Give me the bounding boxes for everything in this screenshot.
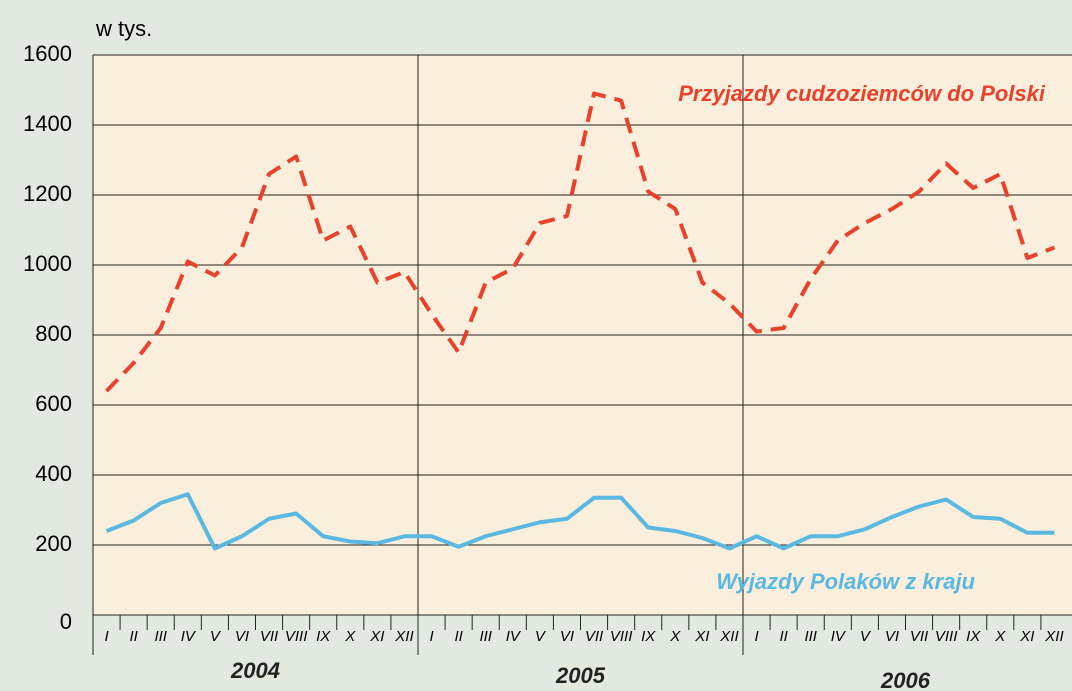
year-label: 2006: [880, 668, 931, 691]
y-tick-label: 600: [35, 391, 72, 416]
x-tick-label: VIII: [935, 628, 958, 645]
y-tick-label: 200: [35, 531, 72, 556]
x-tick-label: IV: [181, 628, 197, 645]
y-tick-label: 800: [35, 321, 72, 346]
x-tick-label: VII: [910, 628, 928, 645]
y-tick-label: 1200: [23, 181, 72, 206]
x-tick-label: IV: [506, 628, 522, 645]
x-tick-label: I: [104, 628, 108, 645]
series-line: [105, 492, 1055, 551]
x-tick-label: III: [479, 628, 492, 645]
y-tick-label: 1000: [23, 251, 72, 276]
x-tick-label: III: [804, 628, 817, 645]
x-tick-label: XI: [694, 628, 709, 645]
series-label: Wyjazdy Polaków z kraju: [716, 569, 975, 594]
x-tick-label: XII: [719, 628, 738, 645]
x-tick-label: X: [994, 628, 1006, 645]
x-tick-label: XII: [394, 628, 413, 645]
x-tick-label: V: [535, 628, 547, 645]
x-tick-label: IX: [966, 628, 981, 645]
x-tick-label: VI: [885, 628, 899, 645]
x-tick-label: VI: [235, 628, 249, 645]
x-tick-label: II: [454, 628, 462, 645]
x-tick-label: VII: [260, 628, 278, 645]
x-tick-label: VIII: [285, 628, 308, 645]
x-tick-label: VII: [585, 628, 603, 645]
x-tick-label: X: [669, 628, 681, 645]
x-tick-label: I: [429, 628, 433, 645]
y-tick-label: 1600: [23, 41, 72, 66]
series-label: Przyjazdy cudzoziemców do Polski: [678, 81, 1046, 106]
x-tick-label: V: [860, 628, 872, 645]
x-tick-label: VIII: [610, 628, 633, 645]
x-tick-label: II: [129, 628, 137, 645]
series-line: [105, 91, 1056, 393]
y-tick-label: 400: [35, 461, 72, 486]
x-tick-label: II: [779, 628, 787, 645]
x-tick-label: XI: [369, 628, 384, 645]
x-tick-label: V: [210, 628, 222, 645]
x-tick-label: IX: [316, 628, 331, 645]
x-tick-label: XI: [1019, 628, 1034, 645]
x-tick-label: I: [754, 628, 758, 645]
x-tick-label: X: [344, 628, 356, 645]
x-tick-label: XII: [1044, 628, 1063, 645]
year-label: 2005: [555, 663, 606, 688]
y-tick-label: 1400: [23, 111, 72, 136]
y-axis-label: w tys.: [95, 16, 152, 41]
x-tick-label: III: [154, 628, 167, 645]
y-tick-label: 0: [60, 609, 72, 634]
x-tick-label: IV: [831, 628, 847, 645]
x-tick-label: IX: [641, 628, 656, 645]
year-label: 2004: [230, 658, 280, 683]
x-tick-label: VI: [560, 628, 574, 645]
